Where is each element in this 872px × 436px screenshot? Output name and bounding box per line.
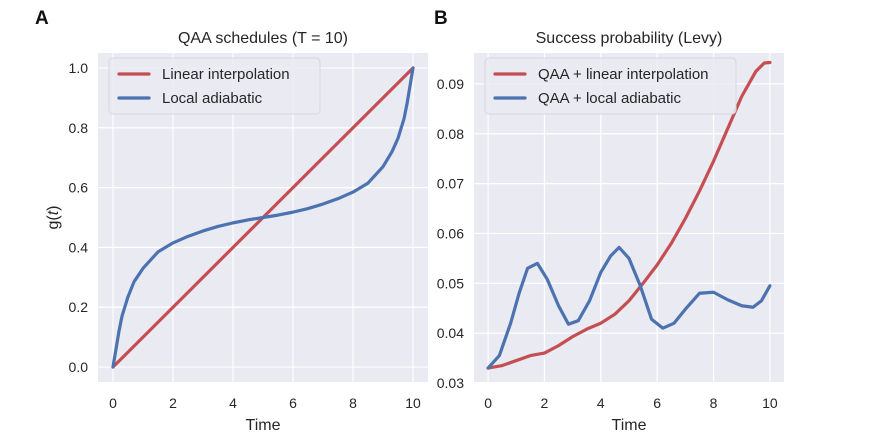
y-tick-labels: 0.0 0.2 0.4 0.6 0.8 1.0: [69, 60, 89, 375]
chart-title: QAA schedules (T = 10): [178, 30, 348, 47]
legend-box: [108, 57, 321, 115]
y-tick-label: 0.6: [69, 180, 89, 196]
y-tick-label: 0.8: [69, 120, 89, 136]
legend-label: QAA + linear interpolation: [538, 66, 709, 83]
y-tick-label: 0.06: [437, 225, 464, 241]
chart-title: Success probability (Levy): [536, 30, 723, 47]
y-axis-label-variable: t: [45, 210, 62, 215]
y-axis-label-suffix: ): [45, 205, 62, 210]
x-tick-label: 6: [289, 395, 297, 411]
x-tick-label: 8: [710, 395, 718, 411]
y-tick-label: 0.05: [437, 275, 464, 291]
y-tick-label: 0.09: [437, 76, 464, 92]
legend-label: QAA + local adiabatic: [538, 90, 682, 107]
y-tick-label: 0.08: [437, 126, 464, 142]
panel-letter: B: [434, 8, 448, 29]
x-tick-label: 2: [169, 395, 177, 411]
legend: QAA + linear interpolation QAA + local ad…: [484, 57, 737, 115]
x-tick-labels: 0 2 4 6 8 10: [109, 395, 421, 411]
y-tick-label: 0.03: [437, 375, 464, 391]
x-tick-label: 10: [405, 395, 421, 411]
x-tick-label: 4: [597, 395, 605, 411]
series-line-blue: [111, 66, 415, 369]
panel-letter: A: [35, 8, 49, 29]
y-tick-label: 0.2: [69, 299, 89, 315]
x-axis-label: Time: [612, 417, 647, 434]
y-axis-label: g(t): [45, 205, 62, 229]
x-tick-label: 0: [109, 395, 117, 411]
y-tick-label: 0.4: [69, 239, 89, 255]
y-tick-label: 0.0: [69, 359, 89, 375]
legend: Linear interpolation Local adiabatic: [108, 57, 321, 115]
y-tick-label: 0.07: [437, 176, 464, 192]
x-tick-label: 2: [541, 395, 549, 411]
x-tick-label: 6: [653, 395, 661, 411]
x-axis-label: Time: [246, 417, 281, 434]
legend-label: Local adiabatic: [162, 90, 263, 107]
x-tick-labels: 0 2 4 6 8 10: [484, 395, 778, 411]
y-tick-label: 0.04: [437, 325, 464, 341]
legend-box: [484, 57, 737, 115]
series-line-blue: [486, 245, 772, 370]
x-tick-label: 10: [762, 395, 778, 411]
y-axis-label-prefix: g(: [45, 215, 62, 230]
y-tick-label: 1.0: [69, 60, 89, 76]
legend-label: Linear interpolation: [162, 66, 290, 83]
x-tick-label: 0: [484, 395, 492, 411]
y-tick-labels: 0.03 0.04 0.05 0.06 0.07 0.08 0.09: [437, 76, 464, 391]
x-tick-label: 8: [349, 395, 357, 411]
x-tick-label: 4: [229, 395, 237, 411]
